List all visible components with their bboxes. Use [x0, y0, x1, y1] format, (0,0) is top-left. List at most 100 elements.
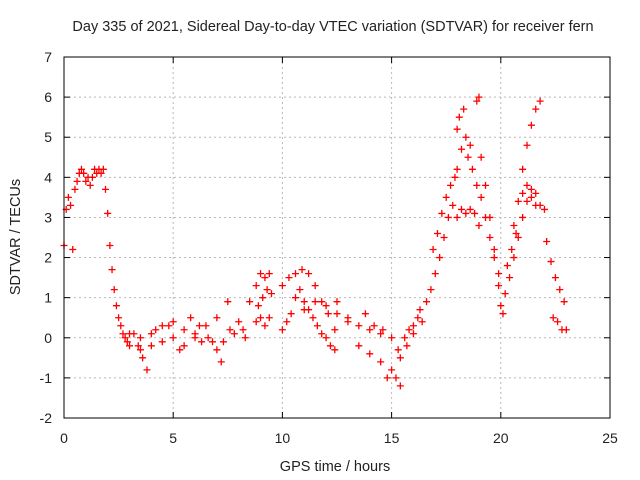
- data-point: [261, 274, 269, 282]
- data-point: [147, 330, 155, 338]
- data-point: [263, 286, 271, 294]
- data-point: [246, 298, 254, 306]
- data-point: [464, 153, 472, 161]
- data-point: [396, 382, 404, 390]
- data-point: [556, 286, 564, 294]
- data-point: [560, 298, 568, 306]
- data-point: [283, 318, 291, 326]
- data-point: [523, 197, 531, 205]
- grid: [64, 57, 610, 418]
- data-point: [547, 258, 555, 266]
- data-point: [169, 318, 177, 326]
- data-point: [226, 326, 234, 334]
- data-point: [366, 350, 374, 358]
- data-point: [298, 266, 306, 274]
- plot-frame: [63, 56, 611, 419]
- data-point: [473, 97, 481, 105]
- data-point: [278, 326, 286, 334]
- x-tick-label: 25: [602, 430, 618, 446]
- data-point: [377, 358, 385, 366]
- data-point: [121, 334, 129, 342]
- data-point: [292, 270, 300, 278]
- data-point: [466, 141, 474, 149]
- data-point: [527, 121, 535, 129]
- data-point: [486, 234, 494, 241]
- data-point: [416, 306, 424, 314]
- data-point: [292, 294, 300, 302]
- data-point: [152, 326, 160, 334]
- data-point: [562, 326, 570, 334]
- data-point: [475, 221, 483, 229]
- data-point: [436, 254, 444, 262]
- data-point: [462, 133, 470, 141]
- data-point: [477, 193, 485, 201]
- data-point: [136, 334, 144, 342]
- data-point: [495, 282, 503, 290]
- x-tick-label: 10: [275, 430, 291, 446]
- data-point: [101, 185, 109, 193]
- axis-ticks: 0 5 10 15 20 25 -2 -1 0 1 2 3 4 5 6 7: [40, 49, 618, 446]
- y-tick-label: 1: [44, 290, 52, 306]
- data-point: [506, 274, 514, 282]
- data-point: [241, 334, 249, 342]
- data-point: [139, 354, 147, 362]
- data-point: [106, 242, 114, 250]
- data-point: [333, 298, 341, 306]
- data-point: [134, 342, 142, 350]
- data-point: [67, 201, 75, 209]
- data-point: [82, 177, 90, 185]
- data-point: [191, 330, 199, 338]
- data-point: [447, 181, 455, 189]
- data-point: [300, 306, 308, 314]
- data-point: [126, 330, 134, 338]
- y-tick-label: 4: [44, 169, 52, 185]
- data-point: [540, 205, 548, 213]
- data-point: [512, 229, 520, 237]
- data-point: [477, 153, 485, 161]
- data-point: [409, 330, 417, 338]
- y-tick-label: 0: [44, 330, 52, 346]
- data-point: [117, 322, 125, 330]
- data-point: [123, 338, 131, 346]
- data-point: [453, 213, 461, 221]
- data-point: [361, 310, 369, 318]
- data-point: [510, 254, 518, 262]
- data-point: [508, 246, 516, 254]
- data-point: [457, 145, 465, 153]
- data-point: [471, 209, 479, 217]
- data-point: [136, 346, 144, 354]
- data-point: [423, 298, 431, 306]
- data-point: [322, 334, 330, 342]
- data-point: [486, 213, 494, 221]
- data-point: [278, 282, 286, 290]
- data-point: [213, 346, 221, 354]
- data-point: [427, 286, 435, 294]
- data-point: [176, 346, 184, 354]
- data-point: [97, 169, 105, 177]
- data-point: [104, 209, 112, 217]
- data-point: [259, 294, 267, 302]
- data-point: [219, 338, 227, 346]
- data-point: [355, 322, 363, 330]
- data-point: [409, 322, 417, 330]
- data-point: [204, 334, 212, 342]
- data-point: [333, 310, 341, 318]
- data-point: [405, 326, 413, 334]
- y-axis-label: SDTVAR / TECUs: [8, 179, 24, 295]
- data-point: [112, 302, 120, 310]
- data-point: [108, 266, 116, 274]
- data-point: [394, 346, 402, 354]
- data-point: [224, 298, 232, 306]
- x-tick-label: 20: [493, 430, 509, 446]
- data-point: [403, 342, 411, 350]
- data-point: [366, 326, 374, 334]
- data-point: [473, 181, 481, 189]
- data-point: [396, 354, 404, 362]
- data-point: [514, 197, 522, 205]
- data-point: [495, 270, 503, 278]
- y-tick-label: 5: [44, 129, 52, 145]
- chart-title: Day 335 of 2021, Sidereal Day-to-day VTE…: [72, 19, 593, 35]
- data-point: [309, 314, 317, 322]
- data-point: [344, 318, 352, 326]
- y-tick-label: -1: [40, 370, 53, 386]
